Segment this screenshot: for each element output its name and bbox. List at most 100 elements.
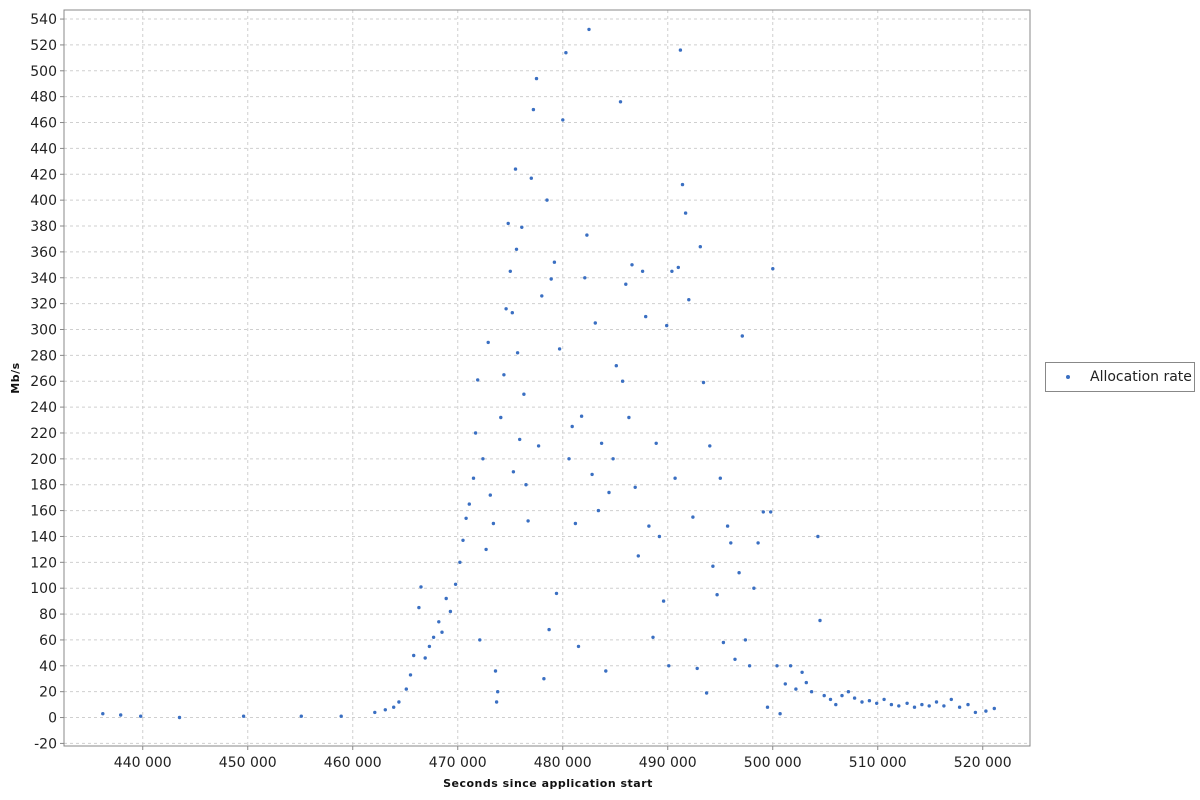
y-tick-label: 540 [30,12,57,28]
y-tick-label: 80 [39,607,57,623]
data-point [397,700,401,704]
y-tick-label: 420 [30,167,57,183]
data-point [804,680,808,685]
data-point [461,538,465,542]
data-point [524,483,528,487]
data-point [687,298,691,302]
data-point [633,485,637,489]
data-point [657,534,662,539]
data-point [339,714,343,718]
data-point [101,712,105,716]
data-point [966,702,970,707]
data-point [119,713,123,717]
data-point [834,702,838,707]
data-point [427,644,432,649]
y-tick-label: 120 [30,555,57,571]
y-tick-label: 100 [30,581,57,597]
y-tick-label: 280 [30,348,57,364]
data-point [800,670,804,674]
data-point [840,693,844,698]
data-point [611,457,615,461]
data-point [905,701,909,705]
data-point [725,524,730,528]
y-tick-label: 240 [30,400,57,416]
data-point [775,664,779,668]
data-point [957,705,962,709]
data-point [467,502,471,506]
data-point [665,323,669,328]
data-point [473,431,478,435]
grid-lines [64,10,1030,746]
data-point [852,696,857,700]
data-point [860,700,864,704]
data-point [992,706,996,711]
data-point [510,311,514,315]
x-tick-label: 450 000 [219,755,277,771]
data-point [708,444,712,448]
data-point [912,705,917,709]
y-tick-label: 60 [39,633,57,649]
data-point [818,618,822,623]
data-point [419,585,423,589]
data-point [513,167,518,171]
data-point [627,415,631,420]
data-point [630,263,634,267]
data-point [942,704,946,708]
data-point [607,490,611,495]
data-point [453,582,458,586]
data-point [897,704,901,708]
data-point [788,664,793,668]
data-point [654,441,658,445]
data-point [647,524,651,528]
data-point [515,351,520,355]
legend-label-allocation-rate: Allocation rate [1090,369,1192,385]
data-point [651,635,655,639]
data-point [599,441,604,445]
data-point [139,714,143,718]
data-point [604,669,608,673]
x-tick-label: 520 000 [954,755,1012,771]
data-point [882,697,886,702]
legend-marker-icon [1066,375,1070,379]
data-point [984,709,988,713]
data-point [670,269,674,273]
data-point [488,493,492,497]
data-point [761,510,765,514]
y-tick-label: 520 [30,38,57,54]
y-tick-label: 220 [30,426,57,442]
data-point [440,630,444,634]
x-tick-label: 510 000 [849,755,907,771]
data-point [547,627,551,632]
data-point [471,476,476,480]
data-point [392,705,396,709]
data-point [423,656,427,660]
data-point [549,277,553,281]
data-point [491,521,496,526]
data-point [508,269,512,273]
data-point [927,704,931,708]
data-point [529,176,533,180]
data-point [531,107,536,112]
data-point [540,294,544,298]
data-point [920,702,924,707]
x-axis-ticks: 440 000 450 000 460 000 470 000 480 000 490 0… [114,746,1012,771]
data-point [704,691,709,695]
data-point [542,677,546,681]
data-point [576,644,581,649]
data-point [769,510,773,514]
data-point [493,669,498,673]
data-point [618,100,623,104]
data-point [783,682,787,686]
data-point [431,635,436,639]
data-point [536,444,541,448]
y-tick-label: 380 [30,219,57,235]
data-point [299,714,303,718]
data-point [596,508,601,513]
data-point [499,415,503,420]
data-point [502,373,506,377]
y-tick-label: 260 [30,374,57,390]
data-point [867,699,872,703]
data-point [579,414,584,418]
data-point [567,457,571,461]
data-point [554,591,559,596]
